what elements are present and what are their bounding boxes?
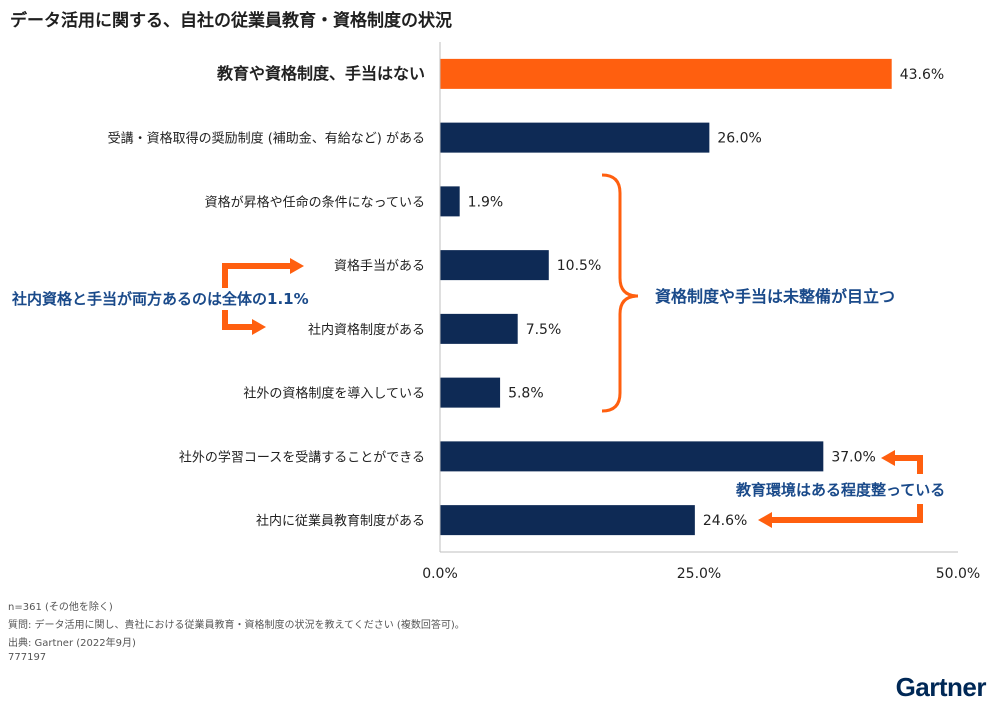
data-label: 26.0% [717, 131, 761, 147]
bracket-arrow-upper [893, 455, 923, 474]
annotation-text: 教育環境はある程度整っている [735, 481, 945, 499]
bar-chart: 教育や資格制度、手当はない 43.6% 受講・資格取得の奨励制度 (補助金、有給など… [11, 42, 980, 582]
category-label: 社外の学習コースを受講することができる [179, 449, 425, 465]
data-label: 1.9% [468, 194, 504, 210]
data-label: 43.6% [900, 67, 944, 83]
bar [440, 250, 549, 281]
footer-question: 質問: データ活用に関し、貴社における従業員教育・資格制度の状況を教えてください… [8, 620, 465, 631]
curly-brace [601, 173, 639, 413]
annotation-both-qualification-allowance: 社内資格と手当が両方あるのは全体の1.1% [11, 258, 309, 335]
data-label: 37.0% [831, 449, 875, 465]
footer-source: 出典: Gartner (2022年9月) [8, 638, 136, 649]
category-label: 社内資格制度がある [308, 322, 425, 338]
bar [440, 122, 710, 153]
annotation-education-environment: 教育環境はある程度整っている [735, 450, 945, 528]
bar [440, 313, 518, 344]
bracket-arrow-lower [770, 504, 923, 523]
category-label: 資格が昇格や任命の条件になっている [205, 194, 425, 210]
category-label: 社外の資格制度を導入している [243, 386, 425, 402]
arrowhead-lower [252, 319, 266, 335]
arrowhead-upper [290, 258, 304, 274]
gartner-logo: Gartner [895, 672, 987, 702]
arrowhead-upper [881, 450, 895, 466]
annotation-text: 社内資格と手当が両方あるのは全体の1.1% [11, 290, 309, 308]
bar [440, 377, 501, 408]
bar [440, 186, 460, 217]
x-tick-label: 50.0% [936, 566, 980, 582]
bar [440, 505, 695, 536]
bar [440, 441, 824, 472]
category-label: 資格手当がある [334, 258, 425, 274]
chart-title: データ活用に関する、自社の従業員教育・資格制度の状況 [10, 11, 452, 31]
data-label: 10.5% [557, 258, 601, 274]
bracket-arrow-lower [222, 310, 254, 330]
data-label: 5.8% [508, 386, 544, 402]
bar [440, 58, 892, 89]
bracket-arrow-upper [222, 263, 292, 288]
x-tick-label: 0.0% [422, 566, 458, 582]
arrowhead-lower [758, 512, 772, 528]
data-label: 7.5% [526, 322, 562, 338]
category-label: 受講・資格取得の奨励制度 (補助金、有給など) がある [108, 131, 425, 147]
annotation-text: 資格制度や手当は未整備が目立つ [655, 287, 895, 306]
category-label: 社内に従業員教育制度がある [256, 513, 425, 529]
category-label: 教育や資格制度、手当はない [217, 64, 425, 83]
annotation-underdeveloped: 資格制度や手当は未整備が目立つ [601, 173, 895, 413]
footer-sample-size: n=361 (その他を除く) [8, 602, 113, 613]
x-tick-label: 25.0% [677, 566, 721, 582]
data-label: 24.6% [703, 513, 747, 529]
footer-id: 777197 [8, 652, 47, 663]
